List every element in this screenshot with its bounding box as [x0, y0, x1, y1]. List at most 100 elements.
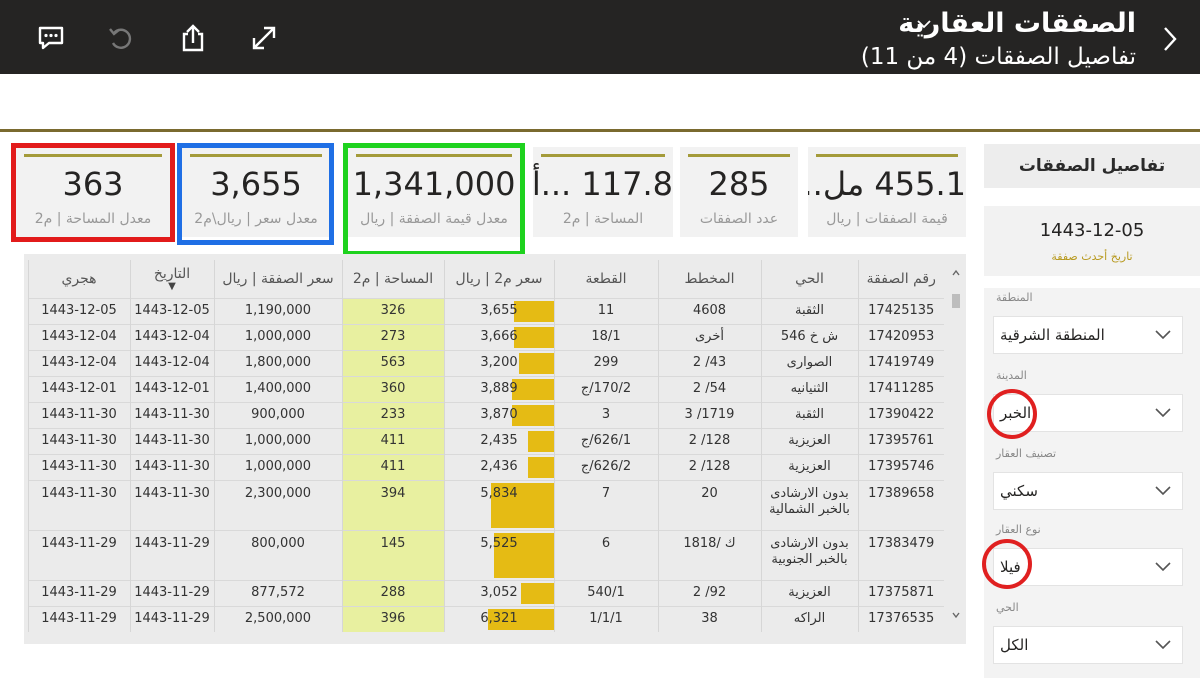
- table-row[interactable]: 17425135 الثقبة 4608 11 3,655 326 1,190,000 144…: [27, 297, 944, 324]
- price-m2-databar: [490, 482, 554, 528]
- comment-button[interactable]: [36, 22, 66, 54]
- col-header-deal-price[interactable]: سعر الصفقة | ريال: [213, 260, 342, 298]
- kpi-card-avg-area: 363 معدل المساحة | م2: [16, 147, 170, 237]
- cell-plot: 170/2/ج: [553, 375, 658, 402]
- table-row[interactable]: 17419749 الصوارى 43/ 2 299 3,200 563 1,800,000…: [27, 349, 944, 376]
- table-row[interactable]: 17389658 بدون الارشادى بالخبر الشمالية 20 7…: [27, 479, 944, 530]
- cell-date: 1443-11-30: [129, 453, 214, 480]
- cell-plan: 20: [657, 479, 761, 530]
- table-row[interactable]: 17395746 العزيزية 128/ 2 626/2/ج 2,436 411 1,0…: [27, 453, 944, 480]
- cell-price-m2: 5,525: [443, 529, 554, 580]
- table-row[interactable]: 17376535 الراكه 38 1/1/1 6,321 396 2,500,000 14…: [27, 605, 944, 632]
- cell-hijri: 1443-11-30: [27, 401, 130, 428]
- col-header-price-m2[interactable]: سعر م2 | ريال: [443, 260, 554, 298]
- cell-area: 394: [341, 479, 444, 530]
- cell-deal-number: 17383479: [857, 529, 944, 580]
- price-m2-databar: [511, 378, 554, 400]
- cell-deal-price: 877,572: [213, 579, 342, 606]
- slicer-property-class: تصنيف العقار سكني: [984, 444, 1200, 524]
- table-row[interactable]: 17395761 العزيزية 128/ 2 626/1/ج 2,435 411 1,0…: [27, 427, 944, 454]
- cell-deal-price: 1,000,000: [213, 427, 342, 454]
- cell-deal-price: 800,000: [213, 529, 342, 580]
- cell-plot: 299: [553, 349, 658, 376]
- kpi-value: 117.8 ...أ: [533, 165, 673, 203]
- cell-plan: 1719/ 3: [657, 401, 761, 428]
- undo-button[interactable]: [106, 22, 136, 54]
- col-header-area[interactable]: المساحة | م2: [341, 260, 444, 298]
- price-m2-text: 3,200: [480, 355, 518, 370]
- cell-price-m2: 5,834: [443, 479, 554, 530]
- cell-hijri: 1443-11-30: [27, 427, 130, 454]
- price-m2-text: 3,870: [480, 407, 518, 422]
- col-header-district[interactable]: الحي: [760, 260, 858, 298]
- slicer-label: المدينة: [996, 369, 1027, 382]
- kpi-label: معدل سعر | ريال\م2: [194, 211, 318, 227]
- table-row[interactable]: 17383479 بدون الارشادى بالخبر الجنوبية ك /…: [27, 529, 944, 580]
- cell-deal-number: 17419749: [857, 349, 944, 376]
- expand-button[interactable]: [249, 22, 279, 54]
- region-dropdown[interactable]: المنطقة الشرقية: [993, 316, 1183, 354]
- cell-deal-number: 17411285: [857, 375, 944, 402]
- cell-district: العزيزية: [760, 427, 858, 454]
- comment-icon: [38, 26, 64, 50]
- table-row[interactable]: 17411285 الثنيانيه 54/ 2 170/2/ج 3,889 360 1,4…: [27, 375, 944, 402]
- chevron-down-icon: [1155, 330, 1171, 340]
- price-m2-text: 2,435: [480, 433, 518, 448]
- slicer-district: الحي الكل: [984, 598, 1200, 678]
- cell-area: 145: [341, 529, 444, 580]
- cell-district: الثنيانيه: [760, 375, 858, 402]
- col-header-hijri[interactable]: هجري: [27, 260, 130, 298]
- cell-date: 1443-11-29: [129, 529, 214, 580]
- cell-hijri: 1443-11-30: [27, 479, 130, 530]
- col-header-plot[interactable]: القطعة: [553, 260, 658, 298]
- kpi-label: عدد الصفقات: [699, 211, 779, 227]
- cell-deal-price: 2,500,000: [213, 605, 342, 632]
- chevron-down-icon: [1155, 408, 1171, 418]
- slicer-label: المنطقة: [996, 291, 1033, 304]
- table-scrollbar[interactable]: [950, 262, 962, 632]
- price-m2-databar: [520, 582, 554, 604]
- deals-table-panel: رقم الصفقة الحي المخطط القطعة سعر م2 | ر…: [24, 254, 966, 644]
- cell-district: الراكه: [760, 605, 858, 632]
- cell-plot: 540/1: [553, 579, 658, 606]
- cell-price-m2: 3,200: [443, 349, 554, 376]
- app-title[interactable]: الصفقات العقارية: [898, 8, 1136, 39]
- cell-date: 1443-12-01: [129, 375, 214, 402]
- undo-icon: [109, 28, 132, 49]
- kpi-value: 363: [62, 165, 124, 203]
- cell-district: الصوارى: [760, 349, 858, 376]
- cell-district: الثقبة: [760, 401, 858, 428]
- highlight-circle-city: [987, 389, 1037, 439]
- cell-plan: ك /1818: [657, 529, 761, 580]
- price-m2-text: 6,321: [480, 611, 518, 627]
- table-row[interactable]: 17375871 العزيزية 92/ 2 540/1 3,052 288 877,57…: [27, 579, 944, 606]
- cell-deal-price: 1,190,000: [213, 297, 342, 324]
- table-row[interactable]: 17420953 ش خ 546 أخرى 18/1 3,666 273 1,000,000…: [27, 323, 944, 350]
- cell-date: 1443-11-30: [129, 479, 214, 530]
- latest-date-card: 1443-12-05 تاريخ أحدث صفقة: [984, 206, 1200, 276]
- chevron-down-icon[interactable]: [916, 18, 932, 30]
- district-dropdown[interactable]: الكل: [993, 626, 1183, 664]
- property-class-dropdown[interactable]: سكني: [993, 472, 1183, 510]
- chevron-right-icon[interactable]: [1160, 24, 1180, 54]
- col-header-plan[interactable]: المخطط: [657, 260, 761, 298]
- price-m2-databar: [493, 532, 554, 578]
- region-value: المنطقة الشرقية: [1000, 326, 1105, 344]
- slicer-region: المنطقة المنطقة الشرقية: [984, 288, 1200, 368]
- cell-price-m2: 3,870: [443, 401, 554, 428]
- slicer-label: تصنيف العقار: [996, 447, 1057, 460]
- cell-deal-number: 17375871: [857, 579, 944, 606]
- col-header-deal-number[interactable]: رقم الصفقة: [857, 260, 944, 298]
- price-m2-databar: [518, 352, 554, 374]
- col-header-date[interactable]: التاريخ ▼: [129, 260, 214, 298]
- table-row[interactable]: 17390422 الثقبة 1719/ 3 3 3,870 233 900,000 144…: [27, 401, 944, 428]
- share-button[interactable]: [178, 22, 208, 54]
- cell-plot: 626/1/ج: [553, 427, 658, 454]
- cell-hijri: 1443-11-29: [27, 529, 130, 580]
- cell-plan: أخرى: [657, 323, 761, 350]
- cell-plot: 6: [553, 529, 658, 580]
- cell-hijri: 1443-11-30: [27, 453, 130, 480]
- price-m2-databar: [513, 326, 554, 348]
- chevron-down-icon: [1155, 486, 1171, 496]
- table-header-row: رقم الصفقة الحي المخطط القطعة سعر م2 | ر…: [27, 260, 944, 298]
